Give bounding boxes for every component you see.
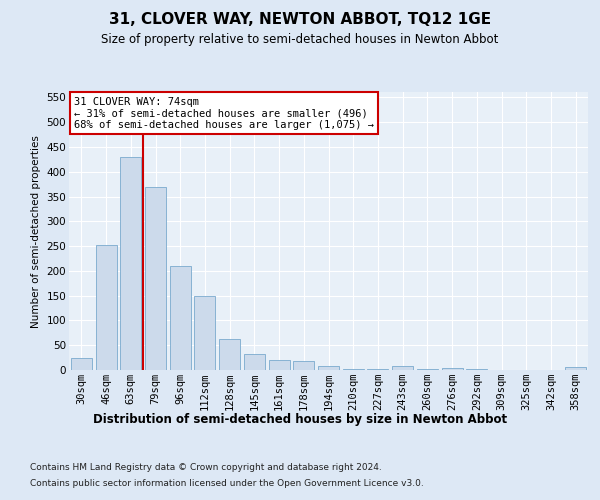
Bar bbox=[244, 354, 265, 370]
Bar bbox=[145, 186, 166, 370]
Bar bbox=[293, 361, 314, 370]
Bar bbox=[343, 369, 364, 370]
Bar bbox=[565, 366, 586, 370]
Bar bbox=[367, 369, 388, 370]
Bar bbox=[392, 366, 413, 370]
Text: Contains HM Land Registry data © Crown copyright and database right 2024.: Contains HM Land Registry data © Crown c… bbox=[30, 462, 382, 471]
Text: 31 CLOVER WAY: 74sqm
← 31% of semi-detached houses are smaller (496)
68% of semi: 31 CLOVER WAY: 74sqm ← 31% of semi-detac… bbox=[74, 96, 374, 130]
Text: Size of property relative to semi-detached houses in Newton Abbot: Size of property relative to semi-detach… bbox=[101, 32, 499, 46]
Bar bbox=[318, 366, 339, 370]
Bar bbox=[466, 369, 487, 370]
Bar bbox=[170, 266, 191, 370]
Y-axis label: Number of semi-detached properties: Number of semi-detached properties bbox=[31, 135, 41, 328]
Bar bbox=[194, 296, 215, 370]
Text: Contains public sector information licensed under the Open Government Licence v3: Contains public sector information licen… bbox=[30, 479, 424, 488]
Bar bbox=[95, 244, 116, 370]
Text: 31, CLOVER WAY, NEWTON ABBOT, TQ12 1GE: 31, CLOVER WAY, NEWTON ABBOT, TQ12 1GE bbox=[109, 12, 491, 28]
Bar bbox=[442, 368, 463, 370]
Bar bbox=[269, 360, 290, 370]
Bar bbox=[71, 358, 92, 370]
Bar bbox=[120, 157, 141, 370]
Text: Distribution of semi-detached houses by size in Newton Abbot: Distribution of semi-detached houses by … bbox=[93, 412, 507, 426]
Bar bbox=[219, 339, 240, 370]
Bar bbox=[417, 369, 438, 370]
